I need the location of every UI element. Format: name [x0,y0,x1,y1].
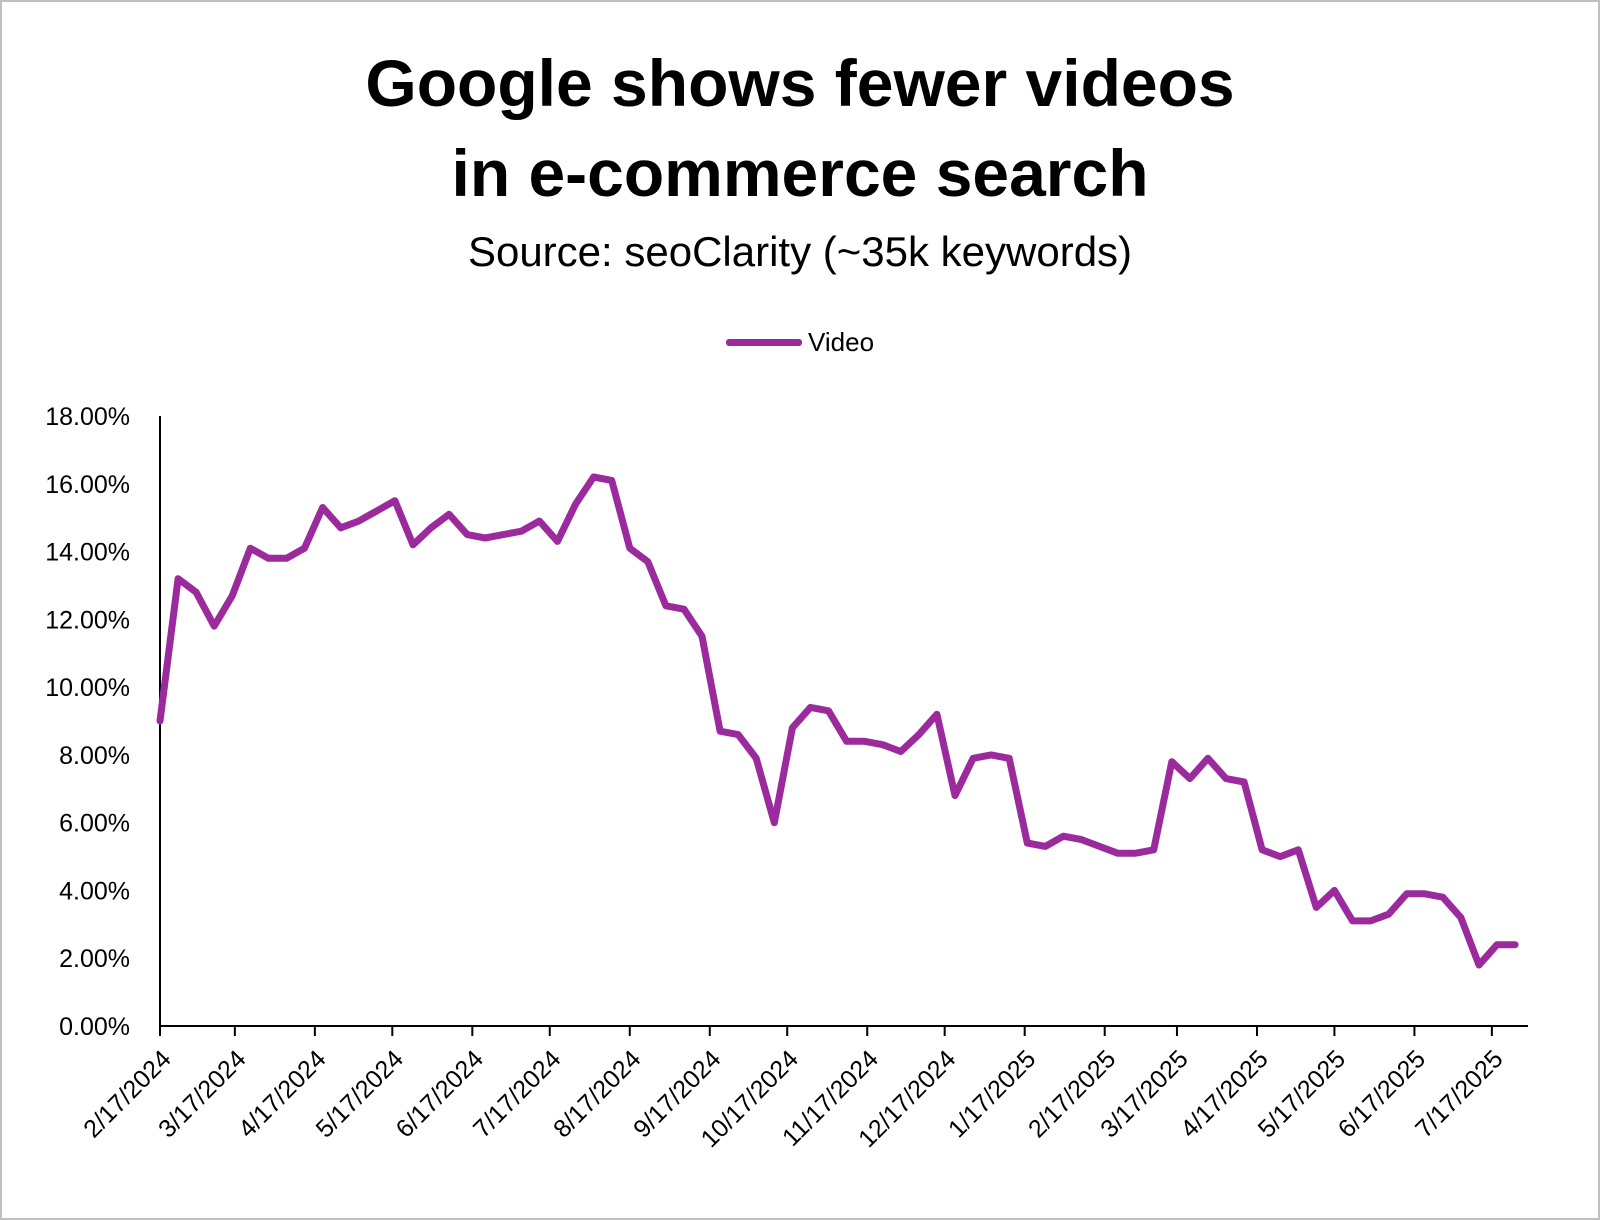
y-tick-label: 12.00% [45,606,130,634]
series-line-video[interactable] [156,473,1519,969]
series-layer [156,473,1519,969]
x-axis-ticks: 2/17/20243/17/20244/17/20245/17/20246/17… [78,1026,1509,1153]
y-tick-label: 10.00% [45,674,130,702]
y-tick-label: 4.00% [59,877,130,905]
y-tick-label: 0.00% [59,1013,130,1041]
y-tick-label: 6.00% [59,810,130,838]
y-tick-label: 2.00% [59,945,130,973]
y-tick-label: 14.00% [45,539,130,567]
y-tick-label: 18.00% [45,403,130,431]
chart-legend[interactable]: Video [726,324,874,360]
chart-title-line-2: in e-commerce search [451,136,1149,210]
legend-label-video: Video [808,326,875,357]
legend-swatch-video [726,338,802,346]
y-tick-label: 16.00% [45,471,130,499]
chart-title-line-1: Google shows fewer videos [365,46,1235,120]
y-axis-ticks: 0.00% 2.00% 4.00% 6.00% 8.00% 10.00% 12.00% 14.… [45,403,130,1041]
y-tick-label: 8.00% [59,742,130,770]
chart-subtitle: Source: seoClarity (~35k keywords) [467,228,1133,275]
chart-title: Google shows fewer videos in e-commerce … [2,38,1598,218]
